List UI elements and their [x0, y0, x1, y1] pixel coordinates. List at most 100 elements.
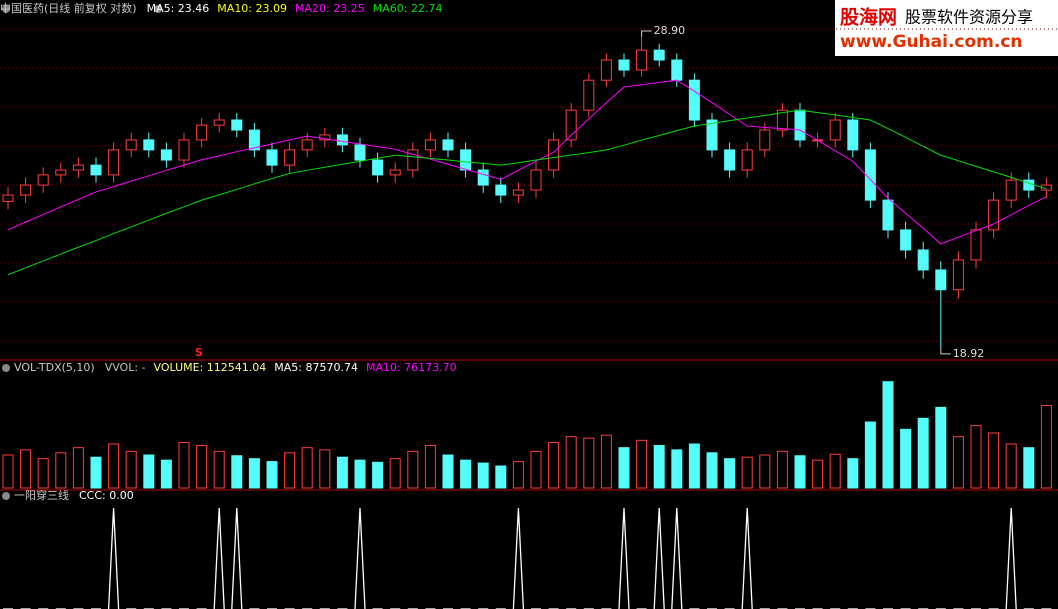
volume-bar: [636, 439, 648, 489]
volume-bar: [160, 459, 172, 489]
candle-body: [583, 79, 595, 111]
candle-body: [847, 119, 859, 151]
legend-item: VOLUME: 112541.04: [154, 361, 267, 374]
candle-body: [477, 169, 489, 186]
candle-body: [882, 199, 894, 231]
menu-icon[interactable]: [2, 492, 10, 500]
signal-spike: [512, 507, 525, 609]
volume-bar: [90, 456, 102, 489]
legend-item: MA5: 87570.74: [274, 361, 358, 374]
candle-body: [319, 134, 331, 141]
volume-bar: [319, 449, 331, 489]
volume-bar: [847, 458, 859, 489]
candle-body: [776, 109, 788, 131]
volume-bar: [548, 442, 560, 489]
menu-icon[interactable]: [2, 5, 10, 13]
volume-bar: [1005, 443, 1017, 489]
panel-title: 中国医药(日线 前复权 对数): [0, 1, 137, 15]
volume-bar: [671, 449, 683, 489]
volume-bar: [143, 454, 155, 489]
volume-bar: [600, 434, 612, 489]
candle-body: [266, 149, 278, 166]
candle-body: [864, 149, 876, 201]
legend-item: MA10: 76173.70: [366, 361, 457, 374]
volume-bar: [460, 459, 472, 489]
signal-spike: [107, 507, 120, 609]
signal-spike: [213, 507, 225, 609]
candle-body: [213, 119, 225, 126]
volume-bar: [724, 458, 736, 489]
candle-body: [512, 189, 524, 196]
candle-body: [759, 129, 771, 151]
volume-bar: [1023, 447, 1035, 489]
volume-bar: [829, 453, 841, 489]
ma-line: [7, 109, 1047, 276]
volume-bar: [495, 465, 507, 489]
volume-bar: [970, 425, 982, 489]
candle-body: [442, 139, 454, 151]
candle-body: [724, 149, 736, 171]
candle-body: [935, 269, 947, 291]
legend-item: MA10: 23.09: [217, 2, 287, 15]
volume-bar: [196, 444, 208, 489]
volume-bar: [354, 459, 366, 489]
candle-body: [231, 119, 243, 131]
candle-body: [72, 164, 84, 171]
candle-body: [1005, 179, 1017, 201]
signal-spike: [653, 507, 665, 609]
candle-body: [178, 139, 190, 161]
candle-body: [2, 194, 14, 202]
volume-bar: [424, 444, 436, 489]
volume-bar: [864, 421, 876, 489]
candle-body: [301, 139, 313, 151]
signal-spike: [1005, 507, 1017, 609]
candle-body: [600, 59, 612, 81]
menu-icon[interactable]: [154, 5, 162, 13]
candle-body: [90, 164, 102, 176]
volume-bar: [20, 449, 32, 489]
volume-bar: [372, 461, 384, 489]
candle-body: [688, 79, 700, 121]
volume-bar: [178, 442, 190, 489]
candle-body: [794, 109, 806, 141]
candle-body: [548, 139, 560, 171]
volume-bar: [583, 437, 595, 489]
signal-marker: S: [195, 346, 203, 359]
candle-body: [354, 144, 366, 161]
candle-body: [900, 229, 912, 251]
candle-body: [407, 149, 419, 171]
candle-body: [37, 174, 49, 186]
menu-icon[interactable]: [2, 364, 10, 372]
volume-bar: [759, 454, 771, 489]
volume-bar: [125, 450, 137, 489]
candle-body: [618, 59, 630, 71]
volume-bar: [213, 450, 225, 489]
legend-item: CCC: 0.00: [79, 489, 134, 502]
candle-body: [125, 139, 137, 151]
signal-spike: [671, 507, 683, 609]
volume-bar: [37, 458, 49, 489]
candle-body: [741, 149, 753, 171]
candle-body: [917, 249, 929, 271]
volume-bar: [55, 452, 67, 489]
volume-bar: [266, 461, 278, 489]
panel-title: VOL-TDX(5,10): [14, 361, 95, 374]
candle-body: [565, 109, 577, 141]
volume-bar: [1040, 404, 1052, 489]
legend-item: MA60: 22.74: [373, 2, 443, 15]
watermark-slogan: 股票软件资源分享: [905, 8, 1033, 27]
leader: [641, 30, 652, 38]
volume-bar: [530, 450, 542, 489]
signal-spike: [741, 507, 753, 609]
candle-body: [952, 259, 964, 291]
ma-line: [7, 79, 1047, 245]
candle-body: [495, 184, 507, 196]
candle-body: [248, 129, 260, 151]
candle-body: [372, 159, 384, 176]
legend-item: MA5: 23.46: [147, 2, 210, 15]
legend-item: VVOL: -: [105, 361, 146, 374]
candle-body: [108, 149, 120, 176]
volume-bar: [512, 461, 524, 489]
watermark-url: www.Guhai.com.cn: [840, 32, 1023, 52]
